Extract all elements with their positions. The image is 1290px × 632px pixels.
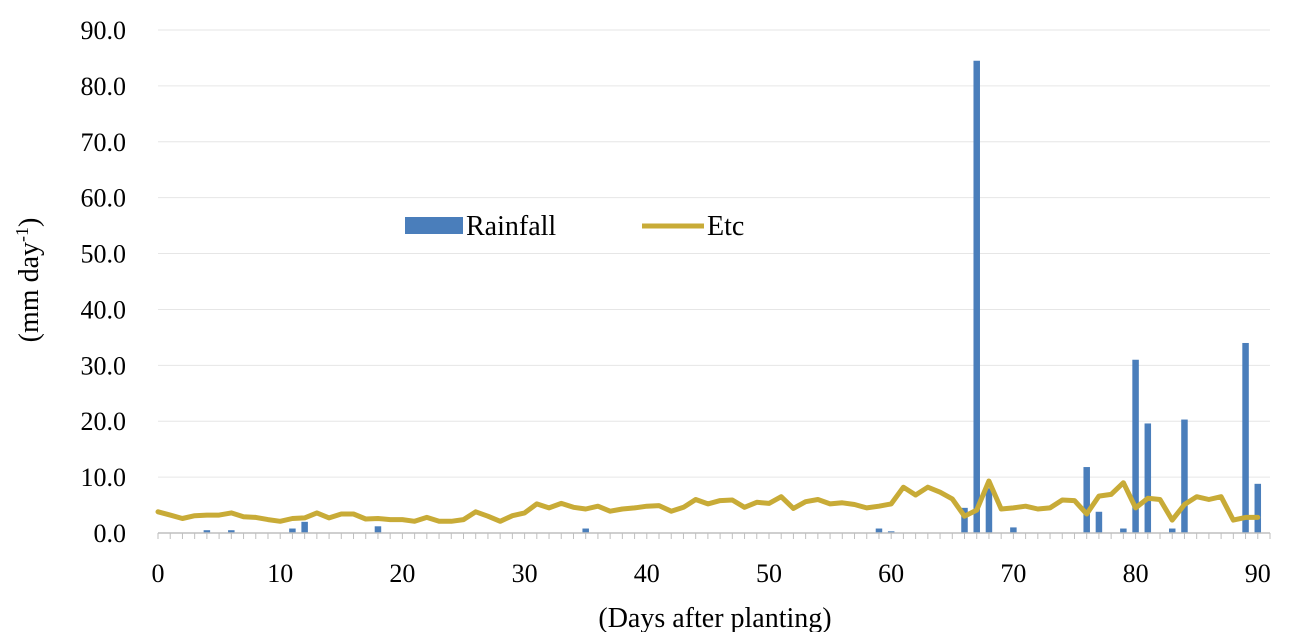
x-tick-label: 0 xyxy=(152,559,165,588)
rainfall-bar xyxy=(1010,527,1017,533)
x-tick-label: 50 xyxy=(756,559,782,588)
y-tick-label: 60.0 xyxy=(81,184,127,213)
x-tick-label: 20 xyxy=(389,559,415,588)
rainfall-bar xyxy=(1083,467,1090,533)
legend-etc-label: Etc xyxy=(707,211,744,242)
etc-line xyxy=(155,478,1261,524)
rainfall-bar xyxy=(289,528,296,533)
x-tick-labels: 0 10 20 30 40 50 60 70 80 90 xyxy=(152,559,1271,588)
y-tick-label: 40.0 xyxy=(81,295,127,324)
rainfall-bar xyxy=(301,521,308,533)
y-tick-label: 20.0 xyxy=(81,407,127,436)
gridlines xyxy=(158,29,1270,478)
rainfall-bar xyxy=(1254,483,1262,533)
legend: Rainfall Etc xyxy=(405,211,744,242)
x-tick-label: 80 xyxy=(1123,559,1149,588)
y-axis-title-main: (mm day xyxy=(14,242,45,342)
rainfall-bar xyxy=(887,531,895,533)
rainfall-bar xyxy=(374,526,382,533)
y-tick-label: 90.0 xyxy=(81,16,127,45)
x-tick-label: 40 xyxy=(634,559,660,588)
y-axis-title-superscript: -1 xyxy=(12,227,32,242)
rainfall-bar xyxy=(961,507,968,533)
y-tick-label: 80.0 xyxy=(81,72,127,101)
rainfall-bar xyxy=(1144,423,1152,533)
rainfall-bar xyxy=(1168,528,1176,533)
y-tick-labels: 0.0 10.0 20.0 30.0 40.0 50.0 60.0 70.0 80.0 90.0 xyxy=(81,16,127,548)
rainfall-bar xyxy=(1120,528,1127,533)
x-tick-label: 70 xyxy=(1000,559,1026,588)
x-tick-label: 90 xyxy=(1245,559,1271,588)
y-tick-label: 50.0 xyxy=(81,240,127,269)
legend-rainfall-label: Rainfall xyxy=(466,211,556,242)
rainfall-bar xyxy=(985,488,993,533)
rainfall-bar xyxy=(1242,342,1249,533)
rainfall-bar xyxy=(582,528,589,533)
rainfall-bar xyxy=(875,528,883,533)
rainfall-bar xyxy=(203,530,211,533)
etc-line-layer xyxy=(155,478,1261,524)
y-tick-label: 10.0 xyxy=(81,463,127,492)
y-axis-title: (mm day-1) xyxy=(12,218,45,343)
x-tick-label: 60 xyxy=(878,559,904,588)
y-tick-label: 30.0 xyxy=(81,351,127,380)
rainfall-bar xyxy=(228,530,235,533)
legend-rainfall-swatch xyxy=(405,217,463,234)
y-axis-title-close: ) xyxy=(14,218,45,227)
rainfall-bar xyxy=(1132,359,1139,533)
axes xyxy=(157,532,1271,539)
rainfall-bar xyxy=(1181,419,1188,533)
x-axis-title: (Days after planting) xyxy=(598,603,831,632)
y-tick-label: 70.0 xyxy=(81,128,127,157)
rainfall-bar xyxy=(1095,511,1103,533)
x-tick-label: 30 xyxy=(512,559,538,588)
x-tick-label: 10 xyxy=(267,559,293,588)
rainfall-bars xyxy=(203,60,1262,533)
y-tick-label: 0.0 xyxy=(94,519,127,548)
rainfall-bar xyxy=(973,60,980,533)
